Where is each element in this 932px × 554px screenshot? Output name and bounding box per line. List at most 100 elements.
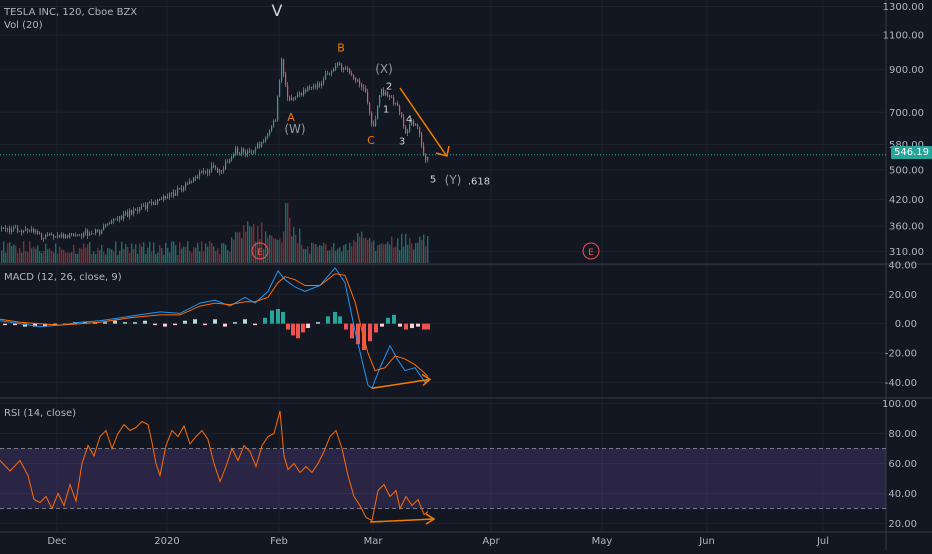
current-price-tag: 546.19 xyxy=(891,146,932,159)
volume-bar xyxy=(179,242,181,263)
candle-body xyxy=(137,209,139,212)
price-axis-tick-label: 310.00 xyxy=(889,247,924,258)
macd-histogram-bar xyxy=(326,316,330,324)
volume-bar xyxy=(53,252,55,263)
macd-histogram-bar xyxy=(263,317,267,324)
macd-histogram-bar xyxy=(392,314,396,324)
volume-bar xyxy=(411,243,413,263)
macd-histogram-bar xyxy=(163,323,167,327)
volume-bar xyxy=(289,217,291,263)
volume-bar xyxy=(245,231,247,263)
macd-histogram-bar xyxy=(193,319,197,324)
volume-bar xyxy=(225,244,227,263)
rsi-axis-tick-label: 20.00 xyxy=(888,519,917,530)
volume-bar xyxy=(173,241,175,263)
time-axis-label: Jul xyxy=(816,536,829,547)
candle-body xyxy=(319,83,321,86)
price-axis-tick-label: 1100.00 xyxy=(883,31,924,42)
candle-body xyxy=(65,235,67,239)
candle-body xyxy=(219,170,221,173)
price-trend-arrow xyxy=(399,87,447,156)
volume-bar xyxy=(19,248,21,263)
volume-bar xyxy=(93,251,95,263)
candle-body xyxy=(361,84,363,88)
volume-bar xyxy=(373,240,375,263)
volume-bar xyxy=(389,244,391,263)
candle-body xyxy=(61,234,63,237)
candle-body xyxy=(239,153,241,154)
candle-body xyxy=(157,199,159,203)
volume-bar xyxy=(243,224,245,263)
candle-body xyxy=(329,73,331,75)
macd-legend: MACD (12, 26, close, 9) xyxy=(4,272,122,283)
volume-bar xyxy=(271,235,273,263)
candle-body xyxy=(117,219,119,221)
wave-label: .618 xyxy=(468,176,490,187)
volume-bar xyxy=(307,246,309,263)
volume-bar xyxy=(229,251,231,263)
candle-body xyxy=(343,67,345,70)
volume-bar xyxy=(349,242,351,263)
volume-bar xyxy=(315,244,317,263)
volume-bar xyxy=(265,231,267,263)
macd-histogram-bar xyxy=(113,320,117,324)
volume-bar xyxy=(357,233,359,263)
candle-body xyxy=(171,192,173,195)
symbol-title: TESLA INC, 120, Cboe BZX xyxy=(4,7,138,18)
price-trend-arrowhead xyxy=(435,145,450,157)
macd-histogram-bar xyxy=(43,323,47,327)
macd-histogram-bar xyxy=(281,311,285,324)
volume-bar xyxy=(101,244,103,263)
candle-body xyxy=(265,137,267,142)
candle-body xyxy=(87,230,89,236)
volume-bar xyxy=(109,248,111,263)
candle-body xyxy=(159,199,161,200)
volume-bar xyxy=(37,245,39,263)
candle-body xyxy=(409,124,411,132)
volume-bar xyxy=(103,252,105,263)
macd-histogram-bar xyxy=(301,323,305,333)
time-axis-label: 2020 xyxy=(154,536,179,547)
volume-bar xyxy=(335,250,337,263)
candle-body xyxy=(363,87,365,89)
rsi-axis-tick-label: 40.00 xyxy=(888,489,917,500)
price-axis-tick-label: 420.00 xyxy=(889,195,924,206)
volume-bar xyxy=(185,247,187,263)
volume-bar xyxy=(39,251,41,263)
candle-body xyxy=(351,73,353,75)
volume-bar xyxy=(67,252,69,263)
candle-body xyxy=(23,230,25,233)
volume-bar xyxy=(223,243,225,263)
wave-label: 3 xyxy=(399,136,405,147)
candle-body xyxy=(419,126,421,134)
candle-body xyxy=(277,96,279,120)
candle-body xyxy=(287,85,289,98)
volume-bar xyxy=(107,248,109,263)
candle-body xyxy=(391,97,393,98)
volume-bar xyxy=(25,251,27,263)
macd-histogram-bar xyxy=(270,310,274,324)
volume-bar xyxy=(45,243,47,263)
candle-body xyxy=(121,216,123,219)
rsi-band xyxy=(0,448,886,509)
volume-bar xyxy=(235,231,237,263)
volume-bar xyxy=(195,247,197,263)
candle-body xyxy=(215,167,217,169)
candle-body xyxy=(367,91,369,103)
candle-body xyxy=(73,233,75,237)
volume-bar xyxy=(353,240,355,263)
candle-body xyxy=(279,80,281,97)
volume-bar xyxy=(365,237,367,263)
candle-body xyxy=(67,235,69,238)
volume-bar xyxy=(191,252,193,263)
wave-label: B xyxy=(337,41,345,54)
candle-body xyxy=(109,223,111,224)
volume-bar xyxy=(407,244,409,263)
volume-bar xyxy=(79,248,81,263)
candle-body xyxy=(37,231,39,234)
volume-bar xyxy=(401,233,403,263)
volume-bar xyxy=(175,245,177,263)
volume-bar xyxy=(237,232,239,263)
